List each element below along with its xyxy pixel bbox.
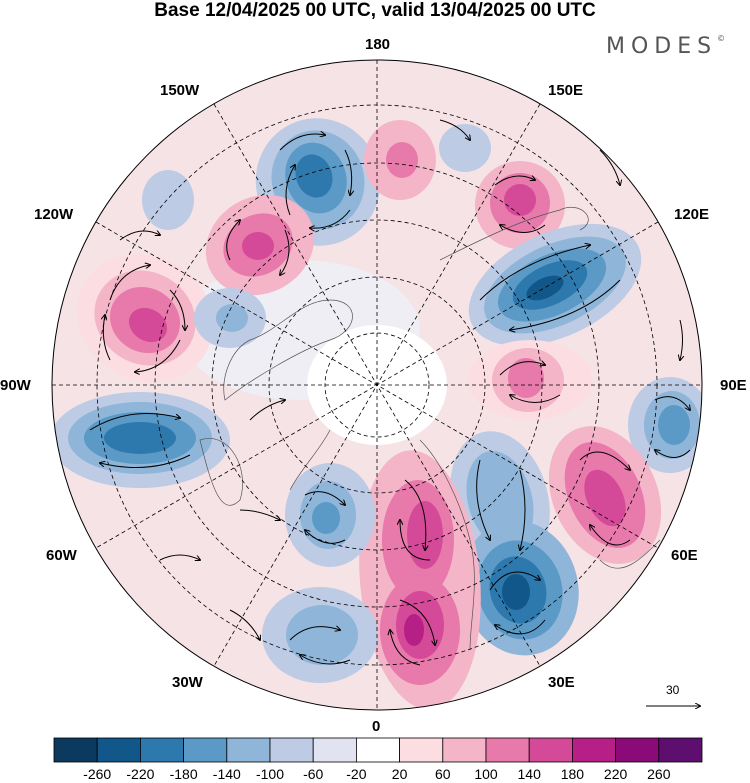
pacific-low-west [142,170,194,230]
canada-high [76,253,214,383]
map-title: Base 12/04/2025 00 UTC, valid 13/04/2025… [154,0,596,21]
colorbar [53,737,703,763]
colorbar-tick-label: 220 [603,766,628,782]
colorbar-swatch [485,737,530,763]
atlantic-low [285,463,375,567]
lon-label-60e: 60E [671,547,698,564]
hudson-low [52,392,230,488]
colorbar-tick-label: 60 [435,766,451,782]
colorbar-swatch [528,737,573,763]
colorbar-tick-label: -60 [303,766,324,782]
lon-label-30e: 30E [548,674,575,691]
labrador-low [194,288,266,348]
anomaly-field [52,60,702,710]
dateline-high [364,120,436,200]
colorbar-tick-label: -100 [255,766,285,782]
lon-label-90e: 90E [720,377,747,394]
dateline-low [439,124,491,172]
colorbar-tick-label: 140 [517,766,541,782]
europe-high [359,450,481,710]
colorbar-swatch [312,737,357,763]
colorbar-tick-label: -220 [126,766,155,782]
colorbar-swatch [96,737,141,763]
coastlines [199,206,661,651]
colorbar-swatch [572,737,617,763]
mid-atlantic-low [262,587,378,683]
colorbar-swatch [139,737,184,763]
colorbar-tick-label: 180 [560,766,585,782]
lon-label-90w: 90W [0,377,31,394]
colorbar-tick-label: -180 [169,766,198,782]
colorbar-tick-label: -20 [346,766,367,782]
lon-label-120e: 120E [674,206,710,223]
lon-label-150e: 150E [548,82,584,99]
colorbar-tick-label: -260 [83,766,112,782]
colorbar-swatch [658,737,703,763]
colorbar-tick-label: 20 [391,766,408,782]
central-siberia-high [468,340,592,420]
colorbar-swatch [183,737,228,763]
wind-vectors [89,119,690,666]
lon-label-120w: 120W [34,206,74,223]
map-boundary [51,59,703,711]
colorbar-swatch [442,737,487,763]
colorbar-swatch [226,737,271,763]
colorbar-tick-label: -140 [212,766,241,782]
lon-label-30w: 30W [172,674,203,691]
ural-high [548,426,662,564]
brand-text: MODES [606,34,718,59]
colorbar-swatch [615,737,660,763]
colorbar-swatch [399,737,444,763]
alaska-high [205,194,315,296]
colorbar-swatch [269,737,314,763]
lon-label-150w: 150W [160,82,200,99]
colorbar-swatch [355,737,400,763]
graticule [52,60,702,710]
colorbar-swatch [53,737,98,763]
lon-label-0: 0 [372,718,381,735]
modes-logo: MODES© [606,34,725,59]
reference-vector-value: 30 [666,683,680,697]
scandinavia-low [461,520,579,656]
far-east-low [628,377,702,473]
lon-label-60w: 60W [46,547,77,564]
lon-label-180: 180 [365,36,391,53]
copyright-mark: © [717,34,726,43]
colorbar-tick-label: 260 [647,766,671,782]
colorbar-tick-label: 100 [474,766,498,782]
